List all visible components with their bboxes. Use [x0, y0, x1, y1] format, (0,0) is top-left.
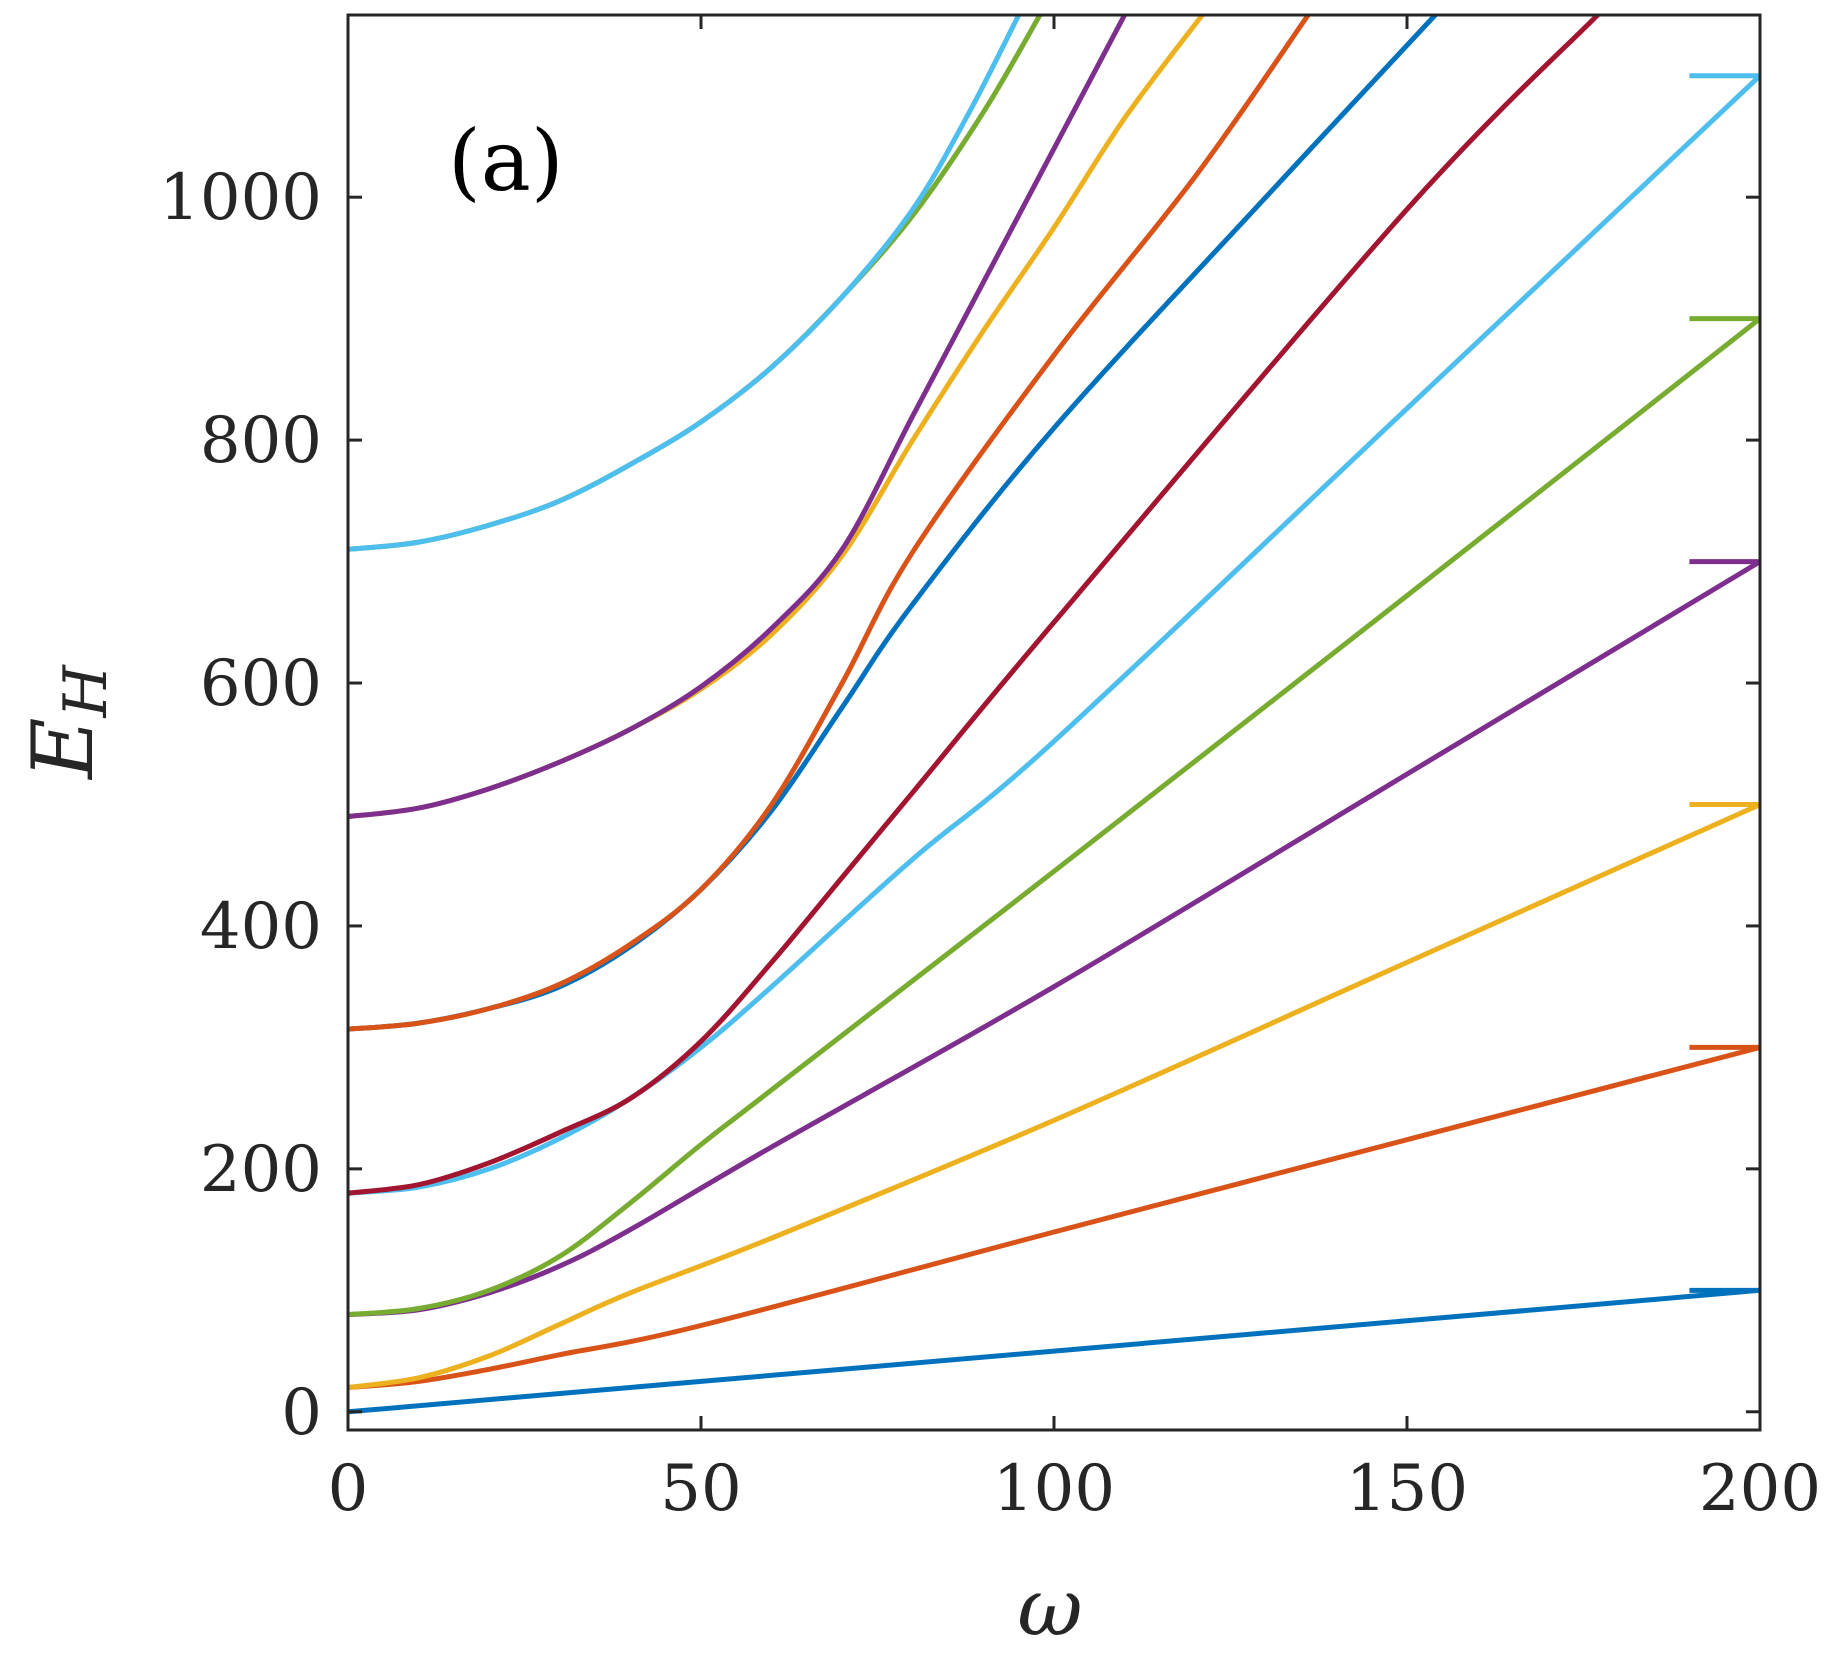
y-tick-label: 200	[200, 1133, 322, 1207]
x-tick-label: 150	[1346, 1452, 1468, 1526]
y-axis-label-sub: H	[51, 664, 121, 719]
y-tick-label: 800	[200, 404, 322, 478]
y-tick-label: 600	[200, 647, 322, 721]
plot-area	[348, 15, 1760, 1430]
y-axis-label-main: E	[14, 718, 112, 781]
x-tick-label: 50	[660, 1452, 741, 1526]
series-line-level-6	[348, 73, 1760, 1196]
plot-background	[348, 15, 1760, 1430]
y-tick-label: 400	[200, 890, 322, 964]
series-line-level-1	[348, 1287, 1760, 1415]
series-line-level-13	[348, 15, 1022, 552]
svg-text:EH: EH	[14, 664, 121, 781]
marker-layer	[1689, 73, 1760, 1293]
series-line-level-3	[348, 802, 1760, 1390]
y-tick-label: 1000	[159, 161, 322, 235]
y-axis-label: EH	[14, 664, 121, 781]
y-tick-label: 0	[281, 1376, 322, 1450]
y-tick-labels: 0 200 400 600 800 1000	[159, 161, 322, 1450]
plot-frame	[346, 13, 1762, 1432]
series-line-level-9	[348, 15, 1311, 1032]
x-tick-label: 0	[328, 1452, 369, 1526]
series-line-level-2	[348, 1044, 1760, 1390]
series-line-level-11	[348, 15, 1128, 820]
series-line-level-7	[348, 15, 1601, 1196]
series-line-level-5	[348, 316, 1760, 1318]
x-tick-label: 100	[993, 1452, 1115, 1526]
series-layer	[348, 15, 1760, 1415]
x-tick-label: 200	[1699, 1452, 1821, 1526]
x-tick-labels: 0 50 100 150 200	[328, 1452, 1821, 1526]
panel-label: (a)	[448, 112, 564, 210]
x-axis-label: ω	[1017, 1561, 1082, 1654]
